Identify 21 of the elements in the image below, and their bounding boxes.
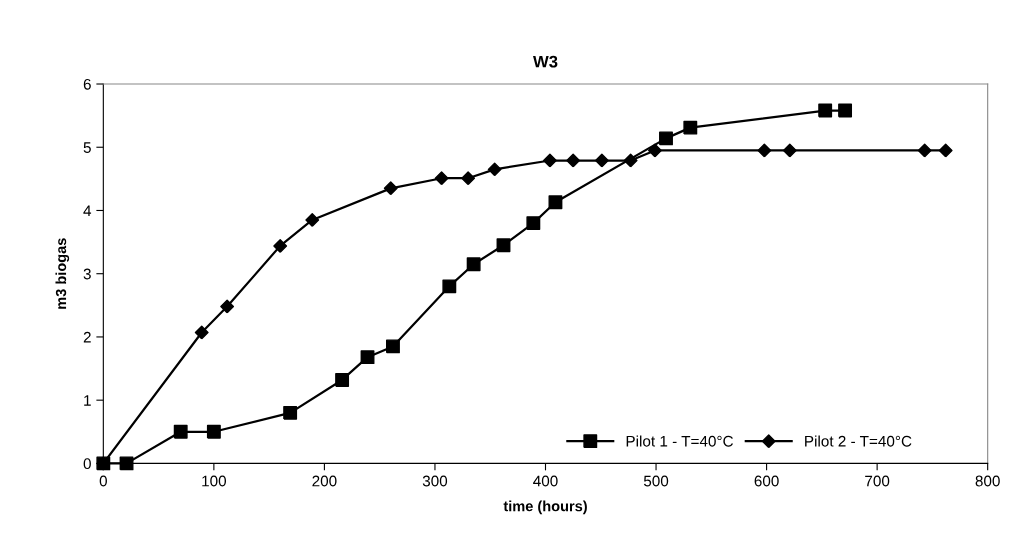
chart-title: W3 <box>533 55 558 68</box>
x-tick-label: 200 <box>312 475 337 487</box>
y-tick-label: 1 <box>84 395 91 406</box>
legend-label: Pilot 2 - T=40°C <box>805 435 912 447</box>
legend-label: Pilot 1 - T=40°C <box>626 435 734 447</box>
x-tick-label: 700 <box>865 475 890 487</box>
x-tick-label: 600 <box>754 475 779 487</box>
x-tick-label: 0 <box>99 475 107 487</box>
y-tick-label: 4 <box>83 205 92 217</box>
y-axis-title: m3 biogas <box>55 238 70 309</box>
x-axis-title: time (hours) <box>503 500 587 515</box>
y-tick-label: 5 <box>83 142 91 153</box>
y-tick-label: 0 <box>83 458 91 470</box>
y-tick-label: 2 <box>83 331 91 343</box>
x-tick-label: 500 <box>643 475 669 487</box>
x-tick-label: 300 <box>422 475 448 487</box>
y-tick-label: 3 <box>83 268 91 280</box>
x-tick-label: 100 <box>202 475 227 487</box>
x-tick-label: 800 <box>975 475 1000 487</box>
x-tick-label: 400 <box>533 475 558 487</box>
y-tick-label: 6 <box>83 78 91 90</box>
